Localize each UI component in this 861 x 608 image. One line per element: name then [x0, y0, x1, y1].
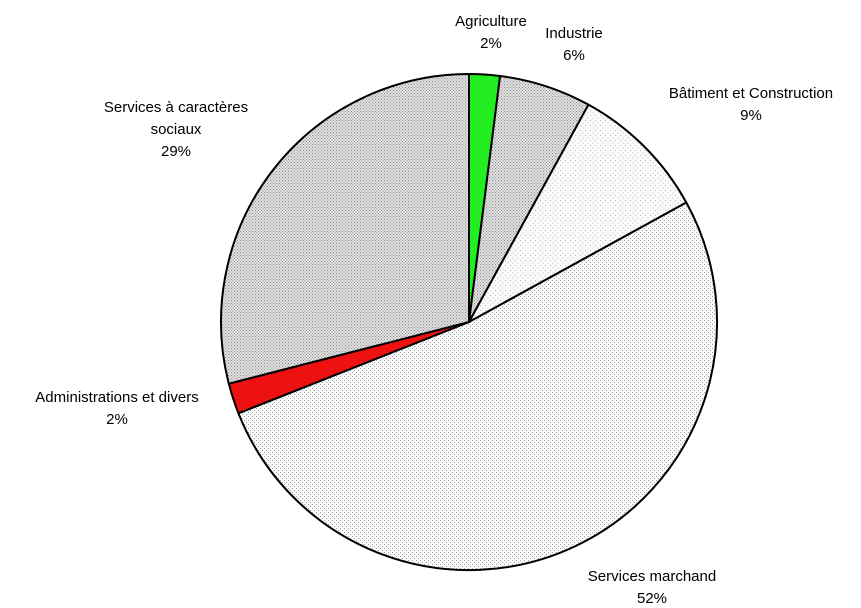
- slice-label-industrie: Industrie 6%: [545, 25, 603, 64]
- slice-label-agriculture: Agriculture 2%: [455, 13, 527, 52]
- pie-slice-services-marchand: [237, 201, 718, 572]
- pie-slice-batiment-et-construction: [468, 103, 688, 323]
- slice-value-label: 52%: [637, 590, 667, 607]
- slice-label-text: Services à caractères: [104, 99, 248, 116]
- slice-label-text: Industrie: [545, 25, 603, 42]
- pie-slice-services-a-caracteres-sociaux: [220, 73, 470, 385]
- slice-label-batiment-et-construction: Bâtiment et Construction 9%: [669, 85, 833, 124]
- slice-label-administrations-et-divers: Administrations et divers 2%: [35, 389, 198, 428]
- slice-value-label: 9%: [740, 107, 762, 124]
- slice-label-text: sociaux: [151, 121, 202, 138]
- slice-label-text: Bâtiment et Construction: [669, 85, 833, 102]
- slice-label-services-a-caracteres-sociaux: Services à caractères sociaux 29%: [104, 99, 248, 160]
- slice-value-label: 6%: [563, 47, 585, 64]
- slice-label-text: Agriculture: [455, 13, 527, 30]
- slice-label-text: Administrations et divers: [35, 389, 198, 406]
- slice-value-label: 29%: [161, 143, 191, 160]
- slice-value-label: 2%: [480, 35, 502, 52]
- slice-label-services-marchand: Services marchand 52%: [588, 568, 716, 607]
- slice-value-label: 2%: [106, 411, 128, 428]
- slice-label-text: Services marchand: [588, 568, 716, 585]
